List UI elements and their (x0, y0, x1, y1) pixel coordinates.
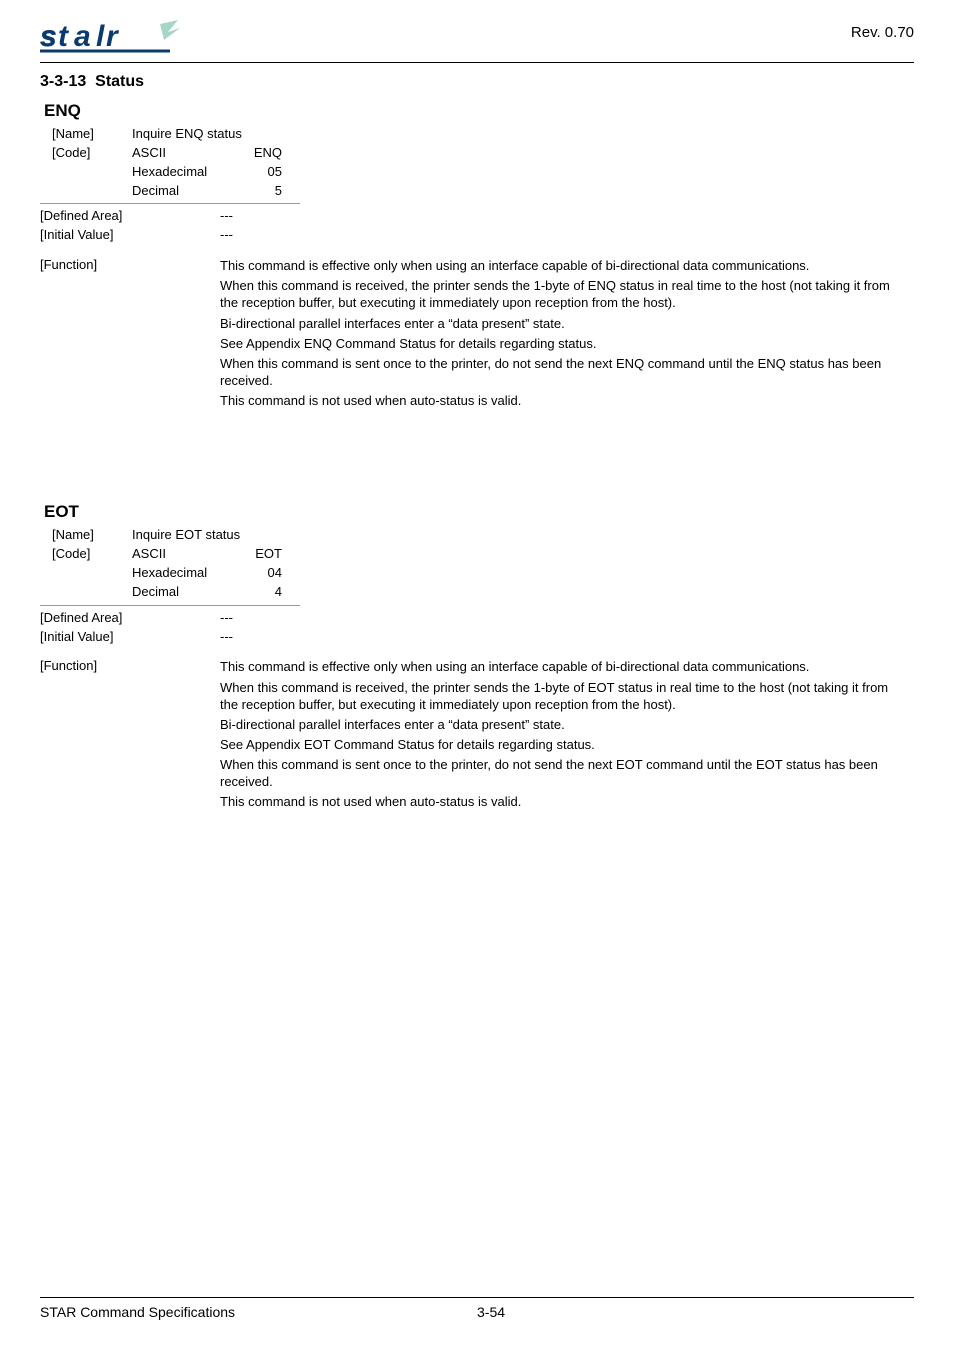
section-number: 3-3-13 (40, 73, 86, 90)
code-label (52, 182, 132, 201)
revision-text: Rev. 0.70 (851, 18, 914, 41)
code-value: 05 (242, 163, 282, 182)
code-row: [Code]ASCIIENQ (52, 144, 914, 163)
code-label: [Code] (52, 144, 132, 163)
code-row: Hexadecimal04 (52, 564, 914, 583)
code-label (52, 163, 132, 182)
page-footer: STAR Command Specifications 3-54 (40, 1297, 914, 1320)
function-paragraph: This command is effective only when usin… (220, 257, 906, 274)
command-block: ENQ[Name]Inquire ENQ status[Code]ASCIIEN… (40, 101, 914, 412)
defined-area-row: [Defined Area]--- (40, 609, 914, 628)
name-label: [Name] (52, 125, 132, 144)
function-paragraph: Bi-directional parallel interfaces enter… (220, 315, 906, 332)
group-divider (40, 203, 300, 204)
defined-area-value: --- (220, 207, 233, 226)
initial-value-row: [Initial Value]--- (40, 226, 914, 245)
function-paragraph: See Appendix EOT Command Status for deta… (220, 736, 906, 753)
command-id: ENQ (44, 101, 914, 121)
code-value: EOT (242, 545, 282, 564)
defined-area-value: --- (220, 609, 233, 628)
function-paragraph: When this command is received, the print… (220, 277, 906, 311)
footer-title: STAR Command Specifications (40, 1304, 477, 1320)
footer-page-number: 3-54 (477, 1304, 505, 1320)
name-row: [Name]Inquire ENQ status (52, 125, 914, 144)
svg-text:t: t (58, 20, 70, 53)
code-value: ENQ (242, 144, 282, 163)
function-paragraph: Bi-directional parallel interfaces enter… (220, 716, 906, 733)
code-label (52, 564, 132, 583)
function-row: [Function]This command is effective only… (40, 257, 914, 412)
section-heading: 3-3-13 Status (40, 73, 914, 91)
function-label: [Function] (40, 257, 220, 412)
initial-value-value: --- (220, 628, 233, 647)
function-label: [Function] (40, 658, 220, 813)
section-title-text: Status (95, 73, 144, 90)
code-format: Decimal (132, 182, 242, 201)
function-body: This command is effective only when usin… (220, 658, 914, 813)
svg-text:s: s (40, 20, 57, 53)
group-divider (40, 605, 300, 606)
initial-value-value: --- (220, 226, 233, 245)
function-paragraph: When this command is sent once to the pr… (220, 355, 906, 389)
svg-text:a: a (74, 20, 91, 53)
code-value: 04 (242, 564, 282, 583)
code-row: Hexadecimal05 (52, 163, 914, 182)
code-format: Decimal (132, 583, 242, 602)
footer-divider (40, 1297, 914, 1298)
code-format: Hexadecimal (132, 163, 242, 182)
command-id: EOT (44, 502, 914, 522)
function-paragraph: This command is not used when auto-statu… (220, 392, 906, 409)
code-format: Hexadecimal (132, 564, 242, 583)
name-value: Inquire EOT status (132, 526, 240, 545)
svg-text:l: l (96, 20, 105, 53)
function-paragraph: When this command is received, the print… (220, 679, 906, 713)
defined-area-label: [Defined Area] (40, 207, 220, 226)
code-row: [Code]ASCIIEOT (52, 545, 914, 564)
function-row: [Function]This command is effective only… (40, 658, 914, 813)
initial-value-label: [Initial Value] (40, 226, 220, 245)
code-value: 4 (242, 583, 282, 602)
svg-text:r: r (106, 20, 120, 53)
defined-area-row: [Defined Area]--- (40, 207, 914, 226)
name-value: Inquire ENQ status (132, 125, 242, 144)
code-label (52, 583, 132, 602)
function-paragraph: See Appendix ENQ Command Status for deta… (220, 335, 906, 352)
header-divider (40, 62, 914, 63)
code-value: 5 (242, 182, 282, 201)
code-row: Decimal5 (52, 182, 914, 201)
command-block: EOT[Name]Inquire EOT status[Code]ASCIIEO… (40, 502, 914, 813)
name-label: [Name] (52, 526, 132, 545)
function-paragraph: When this command is sent once to the pr… (220, 756, 906, 790)
function-body: This command is effective only when usin… (220, 257, 914, 412)
function-paragraph: This command is not used when auto-statu… (220, 793, 906, 810)
function-paragraph: This command is effective only when usin… (220, 658, 906, 675)
code-format: ASCII (132, 144, 242, 163)
code-format: ASCII (132, 545, 242, 564)
code-row: Decimal4 (52, 583, 914, 602)
defined-area-label: [Defined Area] (40, 609, 220, 628)
star-logo: s t a l r (40, 18, 180, 58)
page-header: s t a l r Rev. 0.70 (40, 18, 914, 58)
code-label: [Code] (52, 545, 132, 564)
initial-value-row: [Initial Value]--- (40, 628, 914, 647)
initial-value-label: [Initial Value] (40, 628, 220, 647)
name-row: [Name]Inquire EOT status (52, 526, 914, 545)
